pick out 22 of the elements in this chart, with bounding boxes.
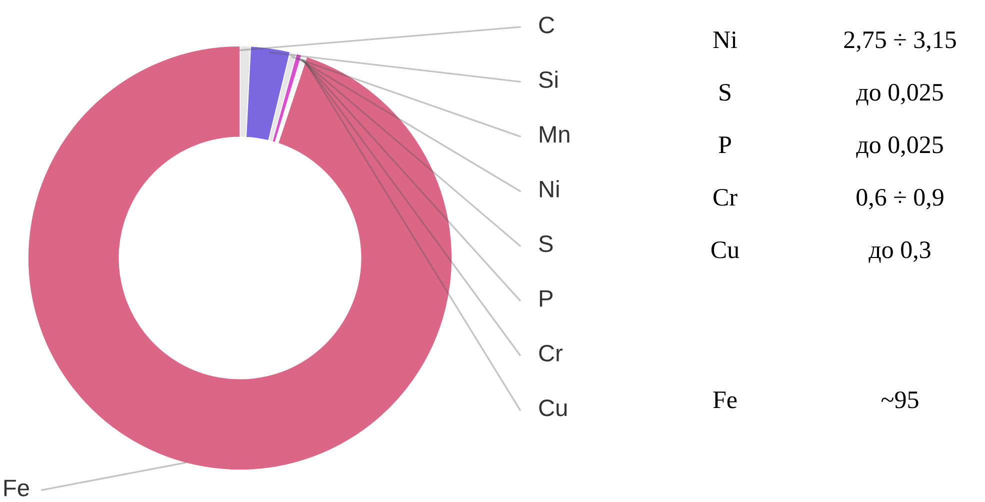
text: ~95 <box>881 391 918 408</box>
text: 0,6 ÷ 0,9 <box>856 188 944 210</box>
donut-slice <box>28 46 452 470</box>
slice-label: Cu <box>539 400 567 416</box>
slice-label: Mn <box>540 126 570 143</box>
slice-label: S <box>539 235 553 252</box>
slice-label: Fe <box>4 480 29 496</box>
text: до 0,025 <box>856 136 943 158</box>
slice-label: Ni <box>540 180 559 198</box>
slice-label: C <box>539 16 554 34</box>
text: S <box>720 84 730 101</box>
slice-label: Cr <box>539 344 563 362</box>
slice-label: P <box>540 290 552 307</box>
text: Cu <box>711 241 740 258</box>
text: до 0,3 <box>868 241 930 263</box>
text: Cr <box>714 188 738 206</box>
text: 2,75 ÷ 3,15 <box>844 31 956 52</box>
text: Fe <box>713 392 737 408</box>
text: Ni <box>713 31 738 48</box>
slice-label: Si <box>539 70 558 88</box>
text: до 0,025 <box>856 84 943 106</box>
text: P <box>718 136 731 154</box>
